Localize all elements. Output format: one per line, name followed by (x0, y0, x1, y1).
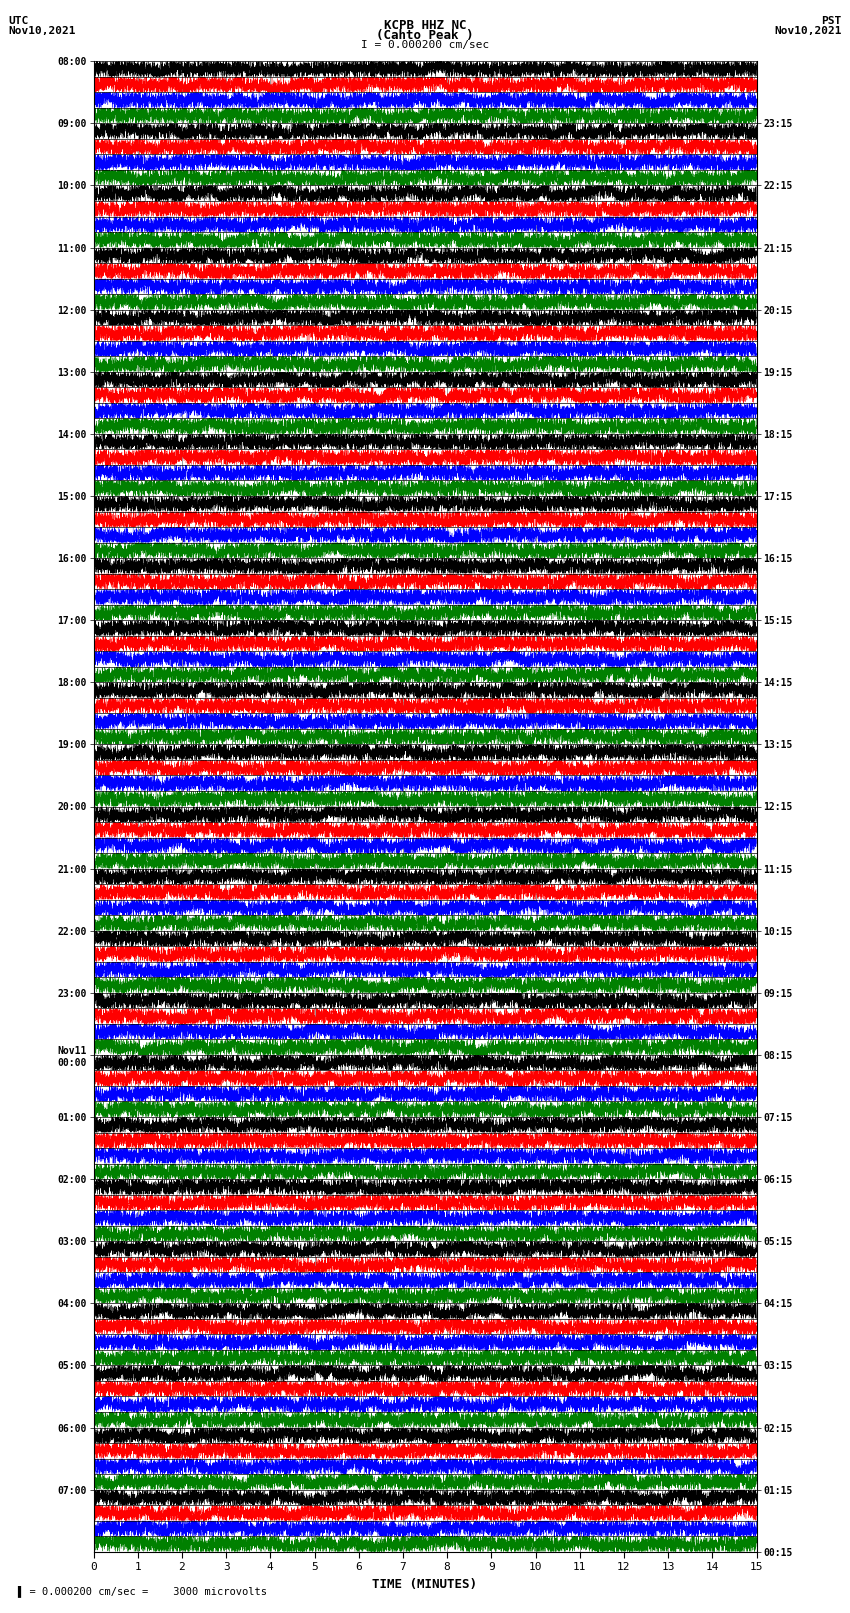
Text: Nov10,2021: Nov10,2021 (8, 26, 76, 35)
Text: UTC: UTC (8, 16, 29, 26)
Text: KCPB HHZ NC: KCPB HHZ NC (383, 19, 467, 32)
Text: ▌ = 0.000200 cm/sec =    3000 microvolts: ▌ = 0.000200 cm/sec = 3000 microvolts (17, 1586, 267, 1597)
Text: Nov10,2021: Nov10,2021 (774, 26, 842, 35)
Text: (Cahto Peak ): (Cahto Peak ) (377, 29, 473, 42)
Text: I = 0.000200 cm/sec: I = 0.000200 cm/sec (361, 40, 489, 50)
Text: PST: PST (821, 16, 842, 26)
X-axis label: TIME (MINUTES): TIME (MINUTES) (372, 1578, 478, 1590)
